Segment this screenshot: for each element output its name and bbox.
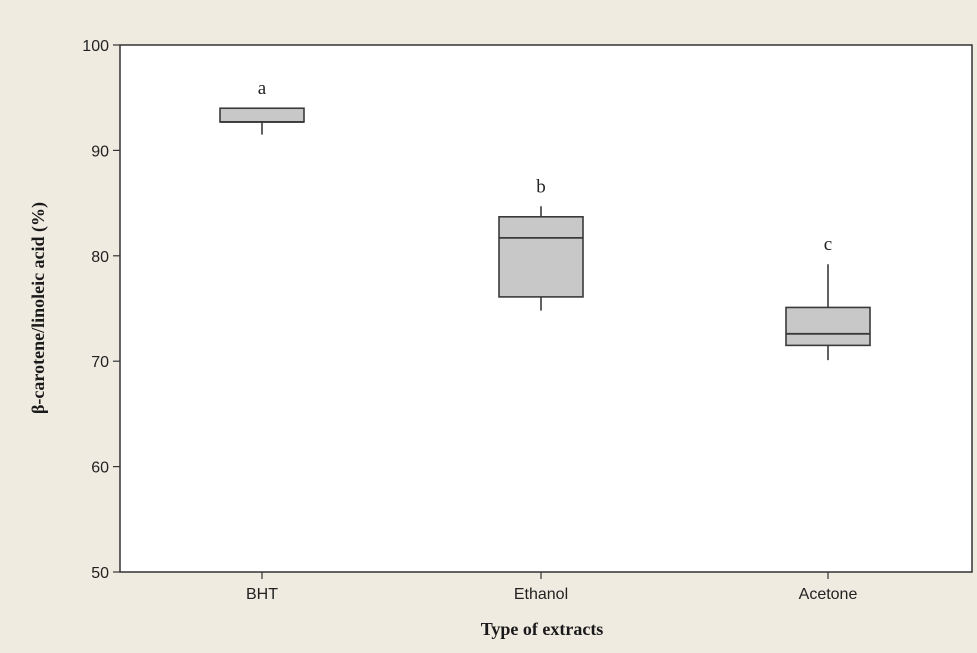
x-tick-label: Acetone: [799, 586, 858, 603]
box-iqr: [498, 216, 584, 298]
box-acetone: c: [785, 234, 871, 361]
y-tick-label: 80: [91, 249, 109, 266]
y-tick-label: 100: [82, 38, 109, 55]
box-bht: a: [219, 78, 305, 135]
y-tick-label: 60: [91, 460, 109, 477]
boxes-layer: a b c: [219, 78, 871, 361]
box-ethanol: b: [498, 176, 584, 311]
x-axis: BHT Ethanol Acetone: [246, 572, 857, 603]
significance-letter: a: [258, 78, 267, 99]
y-tick-label: 70: [91, 354, 109, 371]
box-iqr: [219, 107, 305, 123]
y-axis-label: β-carotene/linoleic acid (%): [28, 202, 49, 414]
significance-letter: b: [536, 176, 546, 197]
x-axis-label: Type of extracts: [481, 619, 604, 639]
y-axis: 50 60 70 80 90 100: [82, 38, 120, 582]
y-tick-label: 90: [91, 143, 109, 160]
significance-letter: c: [824, 234, 832, 255]
x-tick-label: Ethanol: [514, 586, 568, 603]
box-iqr: [785, 306, 871, 347]
y-tick-label: 50: [91, 565, 109, 582]
x-tick-label: BHT: [246, 586, 278, 603]
